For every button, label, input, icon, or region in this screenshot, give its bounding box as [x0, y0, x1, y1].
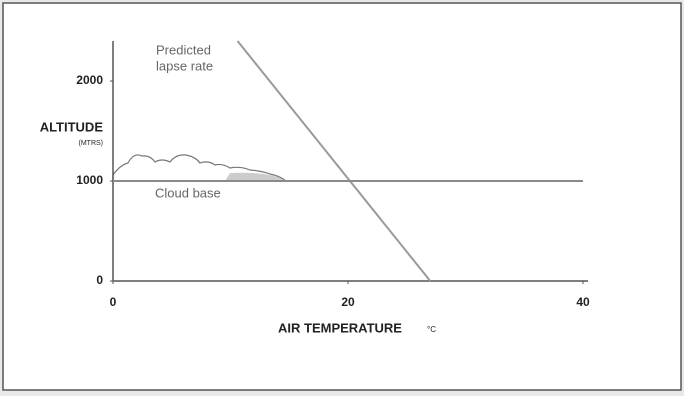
annotation: lapse rate — [156, 58, 213, 73]
cloud-shadow — [225, 172, 286, 181]
x-axis-unit: °C — [427, 325, 436, 334]
series-line — [236, 40, 432, 282]
y-axis-unit: (MTRS) — [79, 140, 104, 147]
x-axis-label: AIR TEMPERATURE — [278, 320, 402, 335]
x-tick-label: 0 — [110, 295, 117, 309]
x-tick-label: 20 — [341, 295, 355, 309]
y-tick-label: 2000 — [76, 73, 103, 87]
annotation: Cloud base — [155, 185, 221, 200]
x-tick-label: 40 — [576, 295, 590, 309]
chart-panel — [2, 2, 682, 391]
annotation: Predicted — [156, 42, 211, 57]
y-axis-label: ALTITUDE — [40, 119, 104, 134]
y-tick-label: 0 — [96, 273, 103, 287]
y-tick-label: 1000 — [76, 173, 103, 187]
